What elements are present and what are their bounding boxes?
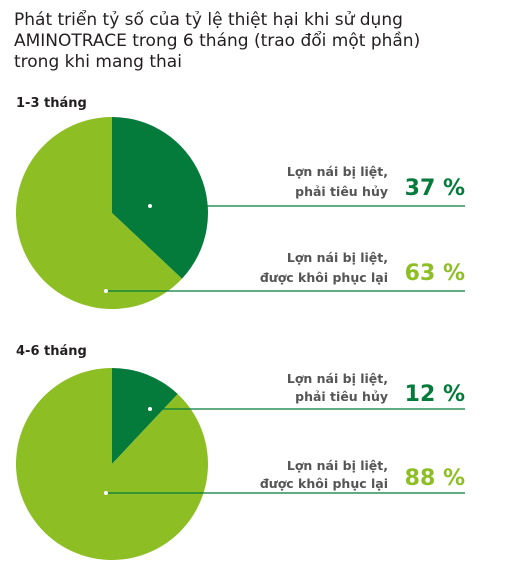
pie-1-slice-2-value: 63 % <box>405 261 465 286</box>
panel-title-1: 1-3 tháng <box>16 96 87 111</box>
pie-1-slice-1 <box>112 117 209 279</box>
pie-1-slice-1-value: 37 % <box>405 176 465 201</box>
pie-2-slice-2-label-line-1: Lợn nái bị liệt, <box>287 458 388 473</box>
pie-2-slice-1-value: 12 % <box>405 382 465 407</box>
pie-1-slice-2-label-line-1: Lợn nái bị liệt, <box>287 250 388 265</box>
title-line-1: Phát triển tỷ số của tỷ lệ thiệt hại khi… <box>14 10 403 30</box>
pie-1-leader-dot-1 <box>148 204 152 208</box>
pie-2-slice-1 <box>112 368 178 464</box>
chart-title: Phát triển tỷ số của tỷ lệ thiệt hại khi… <box>14 10 514 73</box>
pie-2-leader-dot-1 <box>148 407 152 411</box>
pie-1-slice-1-label-line-2: phải tiêu hủy <box>295 184 388 199</box>
pie-2-slice-2-value: 88 % <box>405 466 465 491</box>
pie-2-leader-dot-2 <box>104 491 108 495</box>
pie-2-slice-1-label-line-2: phải tiêu hủy <box>295 389 388 404</box>
pie-1-leader-dot-2 <box>104 289 108 293</box>
title-line-2: AMINOTRACE trong 6 tháng (trao đổi một p… <box>14 31 421 51</box>
pie-1-slice-2-label-line-2: được khôi phục lại <box>260 270 388 285</box>
panel-title-2: 4-6 tháng <box>16 344 87 359</box>
pie-1-slice-1-label-line-1: Lợn nái bị liệt, <box>287 164 388 179</box>
pie-2-slice-1-label-line-1: Lợn nái bị liệt, <box>287 371 388 386</box>
title-line-3: trong khi mang thai <box>14 52 182 72</box>
pie-2-slice-2 <box>15 368 209 561</box>
pie-2-slice-2-label-line-2: được khôi phục lại <box>260 476 388 491</box>
pie-1-slice-2 <box>16 117 182 309</box>
